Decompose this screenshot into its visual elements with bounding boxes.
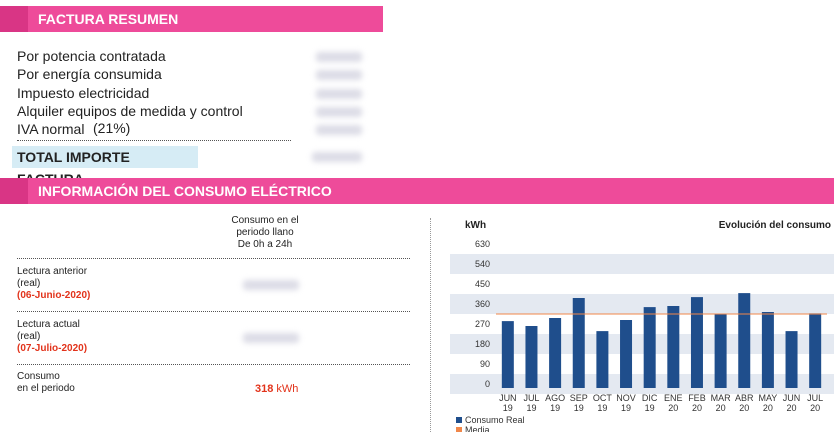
separator <box>17 140 291 141</box>
item-label: Por potencia contratada <box>17 48 166 64</box>
chart-title: Evolución del consumo <box>718 220 831 231</box>
bar <box>549 318 562 388</box>
bar <box>501 321 514 388</box>
x-tick-label: JUL 20 <box>807 393 824 413</box>
y-tick-label: 450 <box>475 279 490 289</box>
bar <box>738 293 751 388</box>
row-date: (06-Junio-2020) <box>17 290 91 301</box>
y-tick-label: 90 <box>480 359 490 369</box>
total-label: Consumo en el periodo <box>17 371 75 395</box>
unit: kWh <box>276 383 299 395</box>
blurred-value <box>316 70 362 81</box>
title: FACTURA RESUMEN <box>38 11 179 27</box>
header-line: Consumo en el <box>231 215 299 226</box>
bar <box>667 306 680 388</box>
blurred-value <box>243 333 299 343</box>
grid-band <box>450 294 834 314</box>
grid-band <box>450 254 834 274</box>
item-label: Por energía consumida <box>17 66 162 83</box>
bar <box>809 313 822 388</box>
blurred-value <box>316 88 362 99</box>
bar <box>690 297 703 388</box>
x-tick-label: MAR 20 <box>710 393 731 413</box>
separator <box>17 311 410 312</box>
item-label: Impuesto electricidad <box>17 84 150 101</box>
x-tick-label: OCT 19 <box>592 393 612 413</box>
blurred-value <box>312 152 362 162</box>
item-label: Alquiler equipos de medida y control <box>17 102 243 119</box>
bar <box>643 307 656 388</box>
blurred-value <box>316 125 362 136</box>
summary-header: FACTURA RESUMEN <box>0 6 383 32</box>
icon <box>0 178 28 204</box>
y-tick-label: 180 <box>475 339 490 349</box>
label-line: en el periodo <box>17 383 75 394</box>
x-tick-label: JUN 20 <box>782 393 801 413</box>
row-label: (real) <box>17 331 41 342</box>
consumption-header: INFORMACIÓN DEL CONSUMO ELÉCTRICO <box>0 178 834 204</box>
divider <box>430 218 431 432</box>
separator <box>17 258 410 259</box>
x-tick-label: ENE 20 <box>664 393 683 413</box>
row-label: Lectura actual <box>17 319 80 330</box>
iva-rate: (21%) <box>93 120 131 136</box>
x-tick-label: JUL 19 <box>523 393 540 413</box>
y-tick-label: 270 <box>475 319 490 329</box>
x-tick-label: FEB 20 <box>688 393 706 413</box>
y-tick-label: 540 <box>475 259 490 269</box>
bar <box>620 320 633 388</box>
y-tick-label: 360 <box>475 299 490 309</box>
legend-label: Consumo Real <box>465 415 525 425</box>
row-label: (real) <box>17 278 41 289</box>
bar <box>714 314 727 388</box>
label-line: Consumo <box>17 371 60 382</box>
row-label: Lectura anterior <box>17 266 88 277</box>
grid-band <box>450 374 834 394</box>
grid-band <box>450 334 834 354</box>
bar <box>785 331 798 388</box>
x-tick-label: NOV 19 <box>616 393 636 413</box>
total-value: 318 kWh <box>255 383 298 395</box>
x-tick-label: ABR 20 <box>734 393 754 413</box>
legend-swatch <box>456 417 462 423</box>
bar <box>525 326 538 388</box>
blurred-value <box>316 106 362 117</box>
header-line: De 0h a 24h <box>237 239 293 250</box>
bar <box>596 331 609 388</box>
title: INFORMACIÓN DEL CONSUMO ELÉCTRICO <box>38 183 332 199</box>
header-line: periodo llano <box>236 227 294 238</box>
blurred-value <box>243 280 299 290</box>
x-tick-label: SEP 19 <box>569 393 588 413</box>
y-tick-label: 0 <box>485 379 490 389</box>
x-tick-label: AGO 19 <box>545 393 566 413</box>
legend-label: Media <box>465 425 490 432</box>
icon <box>0 6 28 32</box>
blurred-value <box>316 52 362 62</box>
separator <box>17 364 410 365</box>
value: 318 <box>255 383 274 395</box>
column-header: Consumo en el periodo llano De 0h a 24h <box>210 215 320 251</box>
x-tick-label: MAY 20 <box>758 393 778 413</box>
y-label: kWh <box>465 220 487 231</box>
bar <box>761 312 774 388</box>
bar <box>572 298 585 388</box>
row-date: (07-Julio-2020) <box>17 343 88 354</box>
legend-swatch <box>456 427 462 432</box>
x-tick-label: DIC 19 <box>641 393 658 413</box>
x-tick-label: JUN 19 <box>499 393 517 413</box>
y-tick-label: 630 <box>475 239 490 249</box>
item-label: IVA normal <box>17 121 85 138</box>
